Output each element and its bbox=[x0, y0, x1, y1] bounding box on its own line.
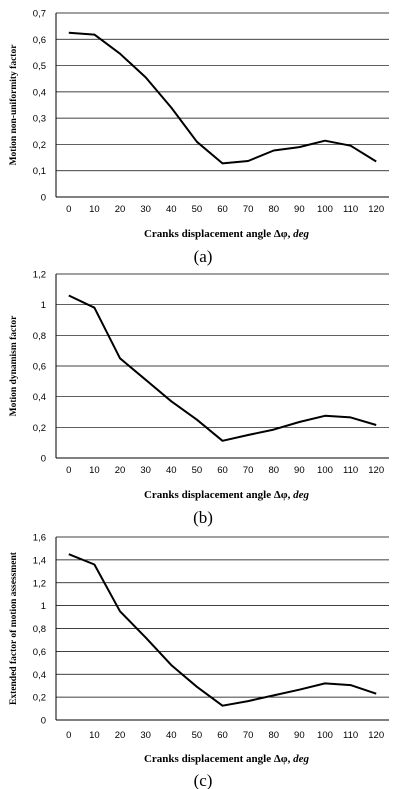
y-tick-label: 1 bbox=[41, 300, 46, 311]
x-tick-label: 0 bbox=[66, 465, 71, 476]
y-tick-label: 0,7 bbox=[33, 9, 46, 20]
x-tick-label: 100 bbox=[317, 465, 333, 476]
x-axis-label: Cranks displacement angle Δφ, deg bbox=[144, 753, 310, 765]
x-tick-label: 100 bbox=[317, 204, 333, 215]
x-axis-label: Cranks displacement angle Δφ, deg bbox=[144, 228, 310, 240]
x-tick-label: 80 bbox=[268, 465, 279, 476]
chart-panel-c: 0 0,2 0,4 0,6 0,8 1 1,2 1,4 1,6 0 10 20 30 40 50 60 70 80… bbox=[9, 533, 389, 789]
chart-panel-a: 0 0,1 0,2 0,3 0,4 0,5 0,6 0,7 0 10 20 30 40 50 60 70 80 9… bbox=[9, 9, 389, 266]
x-tick-label: 120 bbox=[368, 730, 384, 741]
x-tick-label: 110 bbox=[343, 730, 358, 741]
x-tick-label: 110 bbox=[343, 204, 358, 215]
panel-caption: (c) bbox=[194, 771, 213, 789]
x-axis-label-unit: deg bbox=[293, 228, 309, 240]
x-tick-label: 30 bbox=[140, 465, 151, 476]
x-tick-label: 50 bbox=[192, 730, 203, 741]
x-tick-label: 0 bbox=[66, 730, 71, 741]
x-tick-label: 90 bbox=[294, 204, 305, 215]
y-tick-label: 0 bbox=[41, 716, 46, 727]
x-axis-label-text: Cranks displacement angle Δφ, bbox=[144, 753, 293, 765]
x-tick-label: 70 bbox=[243, 465, 254, 476]
x-tick-label: 20 bbox=[115, 465, 126, 476]
x-tick-label: 30 bbox=[140, 730, 151, 741]
y-tick-label: 0,1 bbox=[33, 166, 46, 177]
y-tick-label: 1,2 bbox=[33, 578, 46, 589]
x-tick-label: 60 bbox=[217, 204, 228, 215]
x-tick-label: 10 bbox=[89, 730, 100, 741]
x-tick-label: 90 bbox=[294, 465, 305, 476]
series-line bbox=[68, 31, 377, 165]
y-tick-label: 1,4 bbox=[33, 555, 46, 566]
y-axis-label: Motion non-uniformity factor bbox=[9, 44, 19, 166]
x-tick-label: 110 bbox=[343, 465, 358, 476]
y-tick-label: 0,4 bbox=[33, 392, 46, 403]
x-tick-label: 70 bbox=[243, 730, 254, 741]
x-tick-label: 60 bbox=[217, 465, 228, 476]
x-tick-label: 90 bbox=[294, 730, 305, 741]
y-tick-label: 0,6 bbox=[33, 35, 46, 46]
x-axis-label-text: Cranks displacement angle Δφ, bbox=[144, 489, 293, 501]
x-tick-label: 50 bbox=[192, 465, 203, 476]
y-tick-label: 0,4 bbox=[33, 87, 46, 98]
x-tick-label: 0 bbox=[66, 204, 71, 215]
x-axis-label: Cranks displacement angle Δφ, deg bbox=[144, 489, 310, 501]
y-tick-label: 0,2 bbox=[33, 140, 46, 151]
x-tick-label: 40 bbox=[166, 465, 177, 476]
x-tick-label: 100 bbox=[317, 730, 333, 741]
panel-caption: (b) bbox=[193, 508, 213, 527]
x-tick-label: 60 bbox=[217, 730, 228, 741]
x-tick-label: 10 bbox=[89, 204, 100, 215]
x-tick-label: 80 bbox=[268, 204, 279, 215]
series-line bbox=[68, 553, 377, 707]
x-axis-label-unit: deg bbox=[293, 753, 309, 765]
y-tick-label: 0,2 bbox=[33, 693, 46, 704]
y-tick-label: 0,2 bbox=[33, 423, 46, 434]
x-tick-label: 20 bbox=[115, 204, 126, 215]
panel-caption: (a) bbox=[194, 247, 213, 266]
y-axis-label: Motion dynamism factor bbox=[9, 315, 19, 417]
y-tick-label: 0,3 bbox=[33, 114, 46, 125]
y-tick-label: 1,6 bbox=[33, 533, 46, 544]
series-line bbox=[68, 294, 377, 442]
chart-panel-b: 0 0,2 0,4 0,6 0,8 1 1,2 0 10 20 30 40 50 60 70 80 90 100 1… bbox=[9, 270, 389, 527]
x-tick-label: 10 bbox=[89, 465, 100, 476]
x-tick-label: 40 bbox=[166, 730, 177, 741]
x-tick-label: 120 bbox=[368, 204, 384, 215]
x-tick-label: 20 bbox=[115, 730, 126, 741]
x-tick-label: 50 bbox=[192, 204, 203, 215]
x-tick-label: 80 bbox=[268, 730, 279, 741]
y-tick-label: 0,8 bbox=[33, 624, 46, 635]
y-tick-label: 0 bbox=[41, 454, 46, 465]
x-tick-label: 70 bbox=[243, 204, 254, 215]
y-tick-label: 1,2 bbox=[33, 270, 46, 281]
y-tick-label: 0 bbox=[41, 193, 46, 204]
y-tick-label: 0,6 bbox=[33, 647, 46, 658]
x-tick-label: 40 bbox=[166, 204, 177, 215]
y-axis-label: Extended factor of motion assessment bbox=[9, 551, 19, 705]
x-tick-label: 120 bbox=[368, 465, 384, 476]
y-tick-label: 0,4 bbox=[33, 670, 46, 681]
x-tick-label: 30 bbox=[140, 204, 151, 215]
x-axis-label-unit: deg bbox=[293, 489, 309, 501]
y-tick-label: 0,8 bbox=[33, 331, 46, 342]
y-tick-label: 1 bbox=[41, 601, 46, 612]
y-tick-label: 0,6 bbox=[33, 362, 46, 373]
y-tick-label: 0,5 bbox=[33, 61, 46, 72]
x-axis-label-text: Cranks displacement angle Δφ, bbox=[144, 228, 293, 240]
